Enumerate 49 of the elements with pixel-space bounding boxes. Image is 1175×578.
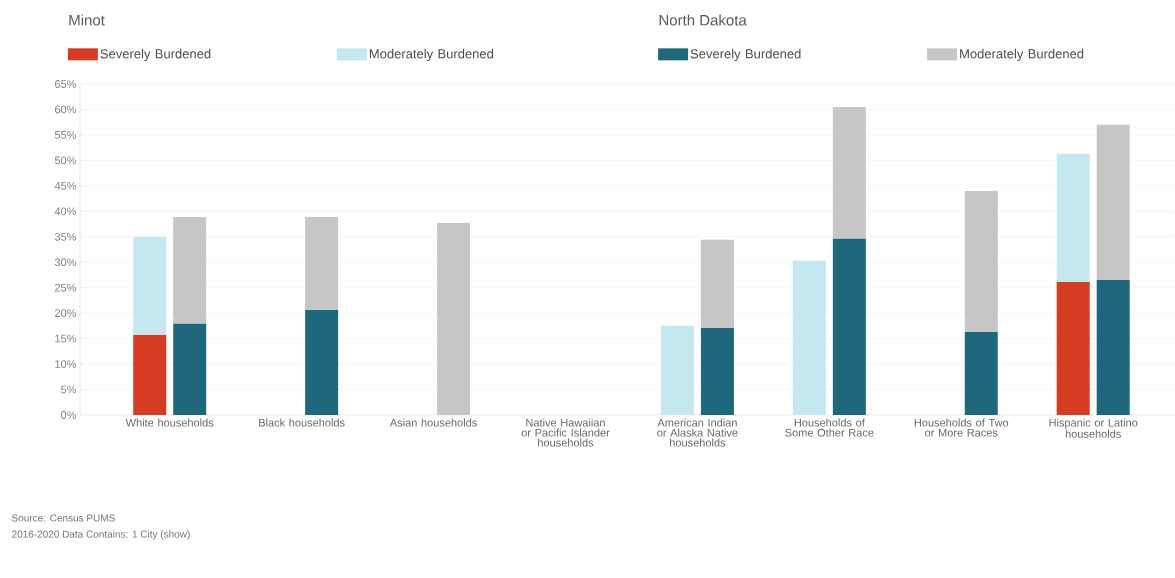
- bar: [1056, 153, 1090, 283]
- x-tick-label: Households of Some Other Race: [785, 418, 874, 437]
- bar: [832, 238, 866, 415]
- bar: [1056, 282, 1090, 415]
- legend-label: Moderately Burdened: [369, 48, 494, 61]
- y-tick-label: 50%: [54, 156, 77, 165]
- y-tick-label: 45%: [54, 181, 77, 190]
- legend-label: Severely Burdened: [100, 48, 211, 61]
- y-tick-label: 5%: [61, 385, 77, 394]
- x-tick-label: Households of Two or More Races: [914, 418, 1009, 437]
- bar: [305, 216, 339, 311]
- source-note: Source: Census PUMS: [12, 514, 115, 522]
- legend-label: Moderately Burdened: [960, 48, 1084, 61]
- bar: [1096, 124, 1130, 281]
- y-tick-label: 60%: [55, 105, 77, 114]
- bar: [700, 239, 734, 328]
- legend-label: Severely Burdened: [690, 48, 801, 61]
- bar: [832, 106, 866, 239]
- y-tick-label: 0%: [61, 411, 77, 419]
- y-tick-label: 30%: [54, 258, 77, 267]
- bar: [792, 260, 826, 415]
- y-tick-label: 35%: [54, 232, 77, 241]
- legend-title: North Dakota: [659, 14, 747, 26]
- bar: [133, 236, 167, 336]
- y-tick-label: 55%: [54, 131, 77, 139]
- y-tick-label: 65%: [55, 80, 77, 88]
- y-tick-label: 25%: [55, 283, 77, 292]
- bar: [1096, 280, 1130, 415]
- y-tick-label: 40%: [54, 207, 77, 216]
- bar: [437, 223, 471, 415]
- x-tick-label: Native Hawaiian or Pacific Islander households: [521, 418, 610, 447]
- bar: [173, 323, 207, 415]
- bar: [133, 335, 167, 415]
- x-tick-label: White households: [125, 418, 214, 427]
- x-tick-label: Hispanic or Latino households: [1049, 418, 1138, 438]
- bar: [660, 325, 694, 415]
- text: 2016-2020 Data Contains: 1 City (show): [12, 530, 190, 540]
- bar: [305, 310, 339, 415]
- bar: [173, 216, 207, 324]
- y-tick-label: 10%: [55, 360, 77, 368]
- y-tick-label: 15%: [55, 334, 77, 343]
- x-tick-label: Black households: [259, 418, 345, 427]
- bar: [964, 190, 998, 332]
- x-tick-label: American Indian or Alaska Native households: [657, 418, 738, 447]
- bar: [964, 331, 998, 415]
- y-tick-label: 20%: [55, 309, 77, 318]
- legend-title: Minot: [69, 14, 105, 26]
- bar: [700, 327, 734, 415]
- x-tick-label: Asian households: [389, 418, 477, 427]
